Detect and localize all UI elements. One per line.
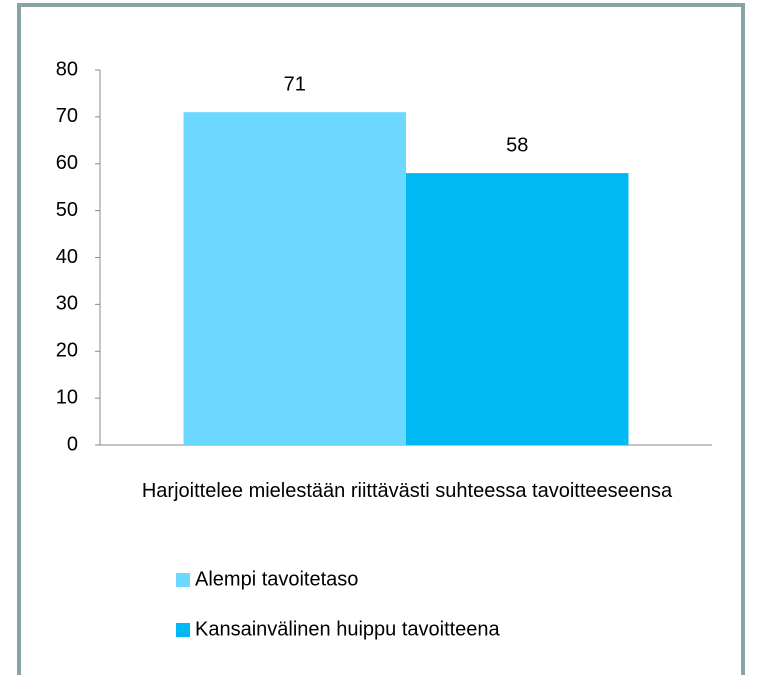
data-label: 58 [506, 134, 528, 156]
y-tick-label: 50 [56, 199, 78, 221]
y-tick-label: 70 [56, 105, 78, 127]
y-tick-label: 10 [56, 386, 78, 408]
y-tick-label: 80 [56, 58, 78, 80]
legend-swatch [176, 623, 190, 637]
bar [406, 173, 629, 445]
bar [183, 112, 406, 445]
frame [17, 3, 745, 675]
y-tick-label: 0 [67, 433, 78, 455]
y-tick-label: 30 [56, 293, 78, 315]
y-tick-label: 60 [56, 152, 78, 174]
legend-swatch [176, 573, 190, 587]
y-tick-label: 40 [56, 246, 78, 268]
y-tick-label: 20 [56, 340, 78, 362]
x-category-label: Harjoittelee mielestään riittävästi suht… [141, 480, 673, 502]
legend-label: Kansainvälinen huippu tavoitteena [195, 618, 501, 640]
data-label: 71 [284, 73, 306, 95]
legend-label: Alempi tavoitetaso [195, 568, 358, 590]
